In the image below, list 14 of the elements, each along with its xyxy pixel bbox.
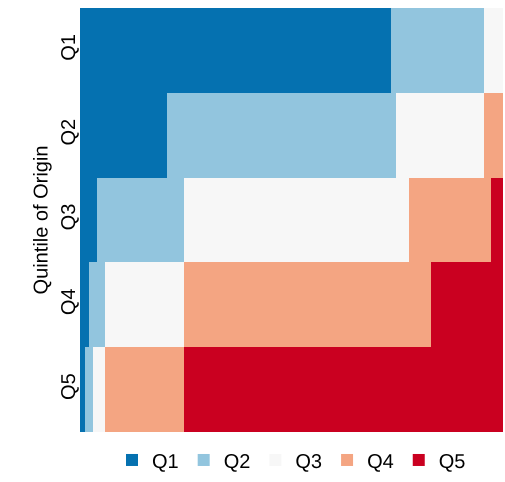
legend-label: Q1 xyxy=(152,450,179,473)
legend-label: Q4 xyxy=(367,450,394,473)
y-tick-label: Q2 xyxy=(58,118,80,146)
y-tick-label: Q3 xyxy=(58,204,80,230)
y-tick-label: Q1 xyxy=(58,34,80,61)
legend-label: Q3 xyxy=(295,450,322,473)
bar xyxy=(105,347,184,432)
legend-label: Q5 xyxy=(438,450,466,473)
legend-label: Q2 xyxy=(224,450,250,473)
y-axis-title: Quintile of Origin xyxy=(30,146,52,294)
bar xyxy=(105,262,184,347)
y-tick-label: Q5 xyxy=(58,373,80,400)
y-tick-label: Q4 xyxy=(58,288,80,316)
bar xyxy=(93,347,105,432)
